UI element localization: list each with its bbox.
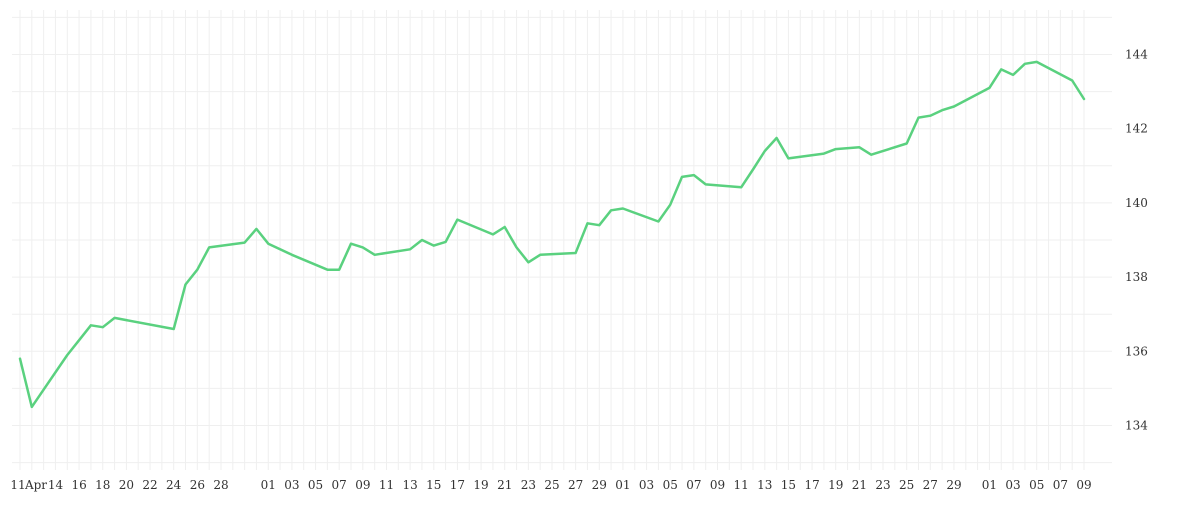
x-tick-label: 27 — [923, 478, 938, 492]
x-tick-label: 05 — [1029, 478, 1044, 492]
x-tick-label: 15 — [781, 478, 796, 492]
x-tick-label: 19 — [473, 478, 488, 492]
x-tick-label: 11 — [10, 478, 25, 492]
y-tick-label: 138 — [1125, 270, 1148, 284]
x-tick-label: 07 — [686, 478, 701, 492]
x-tick-label: 21 — [852, 478, 867, 492]
x-tick-label: 29 — [946, 478, 961, 492]
x-tick-label: 09 — [1076, 478, 1091, 492]
x-tick-label: 28 — [213, 478, 228, 492]
x-tick-label: 26 — [190, 478, 205, 492]
series-line — [18, 60, 1086, 409]
x-tick-label: 21 — [497, 478, 512, 492]
x-tick-label: 05 — [663, 478, 678, 492]
x-tick-label: 11 — [379, 478, 394, 492]
x-tick-label: 17 — [804, 478, 819, 492]
x-tick-label: 03 — [284, 478, 299, 492]
x-tick-label: 23 — [521, 478, 536, 492]
x-tick-label: 29 — [592, 478, 607, 492]
x-tick-label: 27 — [568, 478, 583, 492]
x-tick-label: 24 — [166, 478, 182, 492]
x-tick-label: 03 — [1005, 478, 1020, 492]
x-tick-label: 09 — [710, 478, 725, 492]
x-tick-label: 07 — [1053, 478, 1068, 492]
grid-lines — [12, 10, 1112, 470]
x-tick-label: 16 — [71, 478, 86, 492]
y-axis-ticks: 134 136 138 140 142 144 — [1125, 48, 1148, 433]
x-tick-label: 13 — [402, 478, 417, 492]
y-tick-label: 134 — [1125, 418, 1148, 432]
x-tick-label: 25 — [899, 478, 914, 492]
series-layer — [18, 60, 1086, 409]
x-tick-label: 11 — [734, 478, 749, 492]
x-tick-label: 05 — [308, 478, 323, 492]
x-tick-label: 01 — [615, 478, 630, 492]
x-tick-label: 14 — [48, 478, 64, 492]
y-tick-label: 136 — [1125, 344, 1148, 358]
x-tick-label: 15 — [426, 478, 441, 492]
x-tick-label: 01 — [982, 478, 997, 492]
x-tick-label: 20 — [119, 478, 134, 492]
x-tick-label: 17 — [450, 478, 465, 492]
x-tick-label: 25 — [544, 478, 559, 492]
x-tick-label: 22 — [142, 478, 157, 492]
x-tick-label: 09 — [355, 478, 370, 492]
x-tick-label: 07 — [332, 478, 347, 492]
x-tick-label: 01 — [261, 478, 276, 492]
y-tick-label: 144 — [1125, 48, 1148, 62]
x-tick-label: Apr — [24, 478, 47, 492]
x-tick-label: 03 — [639, 478, 654, 492]
y-tick-label: 140 — [1125, 196, 1148, 210]
x-axis-ticks: 11 Apr 14 16 18 20 22 24 26 28 01 03 05 07 09 11 13 15 17 1… — [10, 478, 1091, 492]
y-tick-label: 142 — [1125, 122, 1148, 136]
x-tick-label: 13 — [757, 478, 772, 492]
x-tick-label: 23 — [875, 478, 890, 492]
x-tick-label: 19 — [828, 478, 843, 492]
x-tick-label: 18 — [95, 478, 110, 492]
